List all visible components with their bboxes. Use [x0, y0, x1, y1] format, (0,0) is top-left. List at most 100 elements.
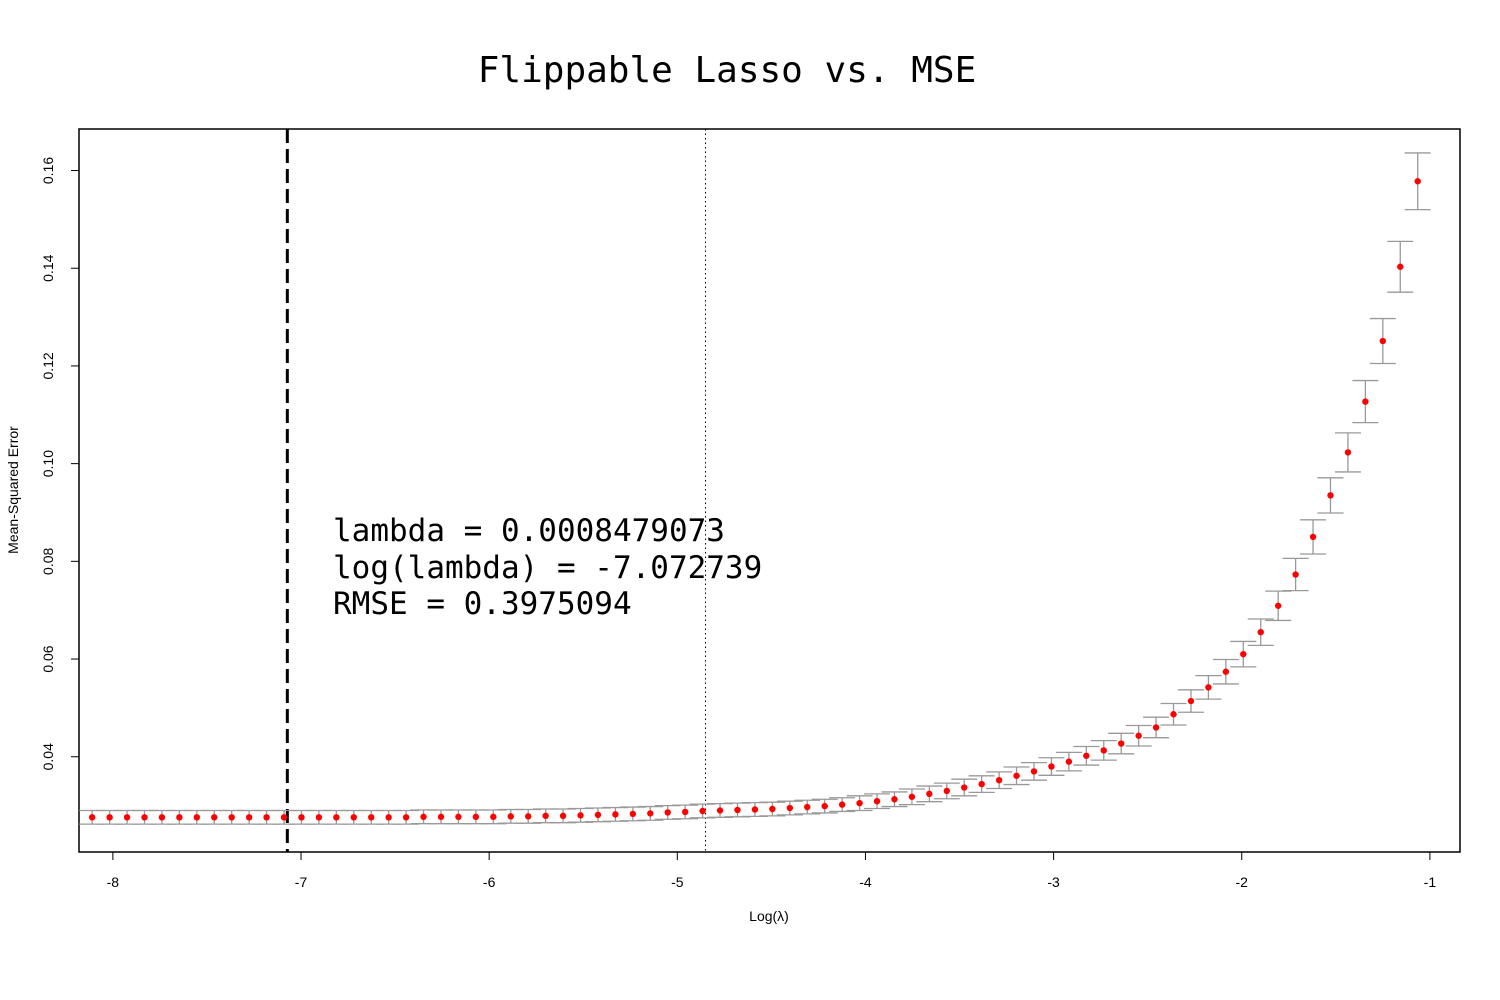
mse-points: [88, 178, 1421, 821]
reference-lines: [285, 129, 707, 852]
x-tick-label: -6: [483, 874, 496, 890]
mse-point: [88, 814, 96, 821]
mse-point: [1344, 449, 1352, 456]
mse-point: [158, 814, 166, 821]
mse-point: [856, 799, 863, 807]
mse-point: [1309, 533, 1317, 541]
mse-point: [176, 814, 183, 821]
mse-point: [978, 780, 985, 788]
x-tick-label: -5: [671, 874, 684, 890]
mse-point: [106, 814, 113, 821]
x-tick-label: -7: [295, 874, 308, 890]
error-bars: [79, 152, 1431, 825]
mse-point: [1030, 768, 1038, 775]
mse-point: [804, 803, 811, 811]
mse-point: [315, 814, 323, 821]
y-tick-label: 0.16: [40, 157, 56, 184]
mse-point: [821, 802, 828, 810]
mse-point: [1397, 263, 1404, 270]
mse-point: [263, 814, 270, 821]
x-tick-label: -2: [1236, 874, 1249, 890]
mse-point: [926, 790, 933, 798]
mse-point: [245, 814, 253, 821]
mse-point: [577, 812, 584, 819]
mse-point: [961, 784, 968, 791]
mse-point: [1257, 628, 1264, 636]
mse-point: [995, 776, 1003, 784]
mse-point: [594, 811, 602, 819]
mse-point: [1152, 724, 1160, 731]
annotation-lambda: lambda = 0.0008479073: [333, 513, 725, 549]
mse-point: [1327, 492, 1334, 499]
y-tick-label: 0.12: [40, 352, 56, 379]
mse-point: [1048, 763, 1055, 770]
y-tick-label: 0.06: [40, 645, 56, 672]
mse-point: [333, 814, 340, 821]
mse-point: [1240, 650, 1247, 658]
mse-point: [490, 813, 497, 821]
mse-point: [1083, 752, 1090, 759]
mse-point: [1170, 711, 1177, 718]
mse-point: [1379, 337, 1387, 345]
mse-point: [908, 793, 916, 800]
mse-point: [681, 808, 689, 816]
x-axis: -8 -7 -6 -5 -4 -3 -2 -1: [107, 851, 1437, 890]
x-axis-label: Log(λ): [749, 908, 789, 924]
y-tick-label: 0.10: [40, 450, 56, 477]
y-tick-label: 0.14: [40, 254, 56, 281]
mse-point: [1187, 697, 1195, 705]
mse-point: [769, 805, 776, 813]
mse-point: [1118, 740, 1125, 747]
mse-point: [298, 814, 305, 821]
mse-point: [629, 810, 637, 818]
mse-point: [123, 814, 131, 821]
mse-point: [1205, 684, 1212, 691]
mse-point: [664, 809, 671, 816]
mse-point: [437, 813, 445, 821]
mse-point: [280, 814, 288, 821]
mse-point: [385, 814, 392, 821]
mse-point: [1065, 758, 1073, 765]
mse-point: [350, 814, 357, 821]
chart-title: Flippable Lasso vs. MSE: [478, 50, 977, 91]
mse-point: [873, 797, 881, 805]
mse-point: [716, 807, 724, 814]
x-tick-label: -1: [1424, 874, 1437, 890]
mse-point: [507, 813, 514, 820]
mse-point: [559, 812, 567, 820]
mse-point: [838, 801, 846, 808]
mse-point: [943, 787, 950, 795]
mse-point: [1135, 732, 1142, 739]
x-tick-label: -8: [107, 874, 120, 890]
annotation-log-lambda: log(lambda) = -7.072739: [333, 550, 762, 586]
mse-point: [472, 813, 480, 821]
mse-point: [1222, 668, 1230, 675]
mse-point: [612, 811, 619, 818]
mse-point: [891, 796, 898, 803]
mse-point: [228, 814, 235, 821]
x-tick-label: -3: [1047, 874, 1060, 890]
mse-point: [211, 814, 218, 821]
y-tick-label: 0.08: [40, 547, 56, 574]
mse-point: [1292, 571, 1299, 578]
mse-point: [734, 806, 741, 814]
mse-point: [1362, 398, 1369, 405]
mse-point: [1274, 602, 1282, 609]
mse-point: [699, 807, 706, 815]
y-axis: 0.04 0.06 0.08 0.10 0.12 0.14 0.16: [40, 157, 80, 770]
mse-point: [368, 814, 375, 821]
mse-point: [141, 814, 148, 821]
mse-point: [542, 812, 549, 820]
annotation-rmse: RMSE = 0.3975094: [333, 586, 632, 622]
mse-point: [786, 804, 794, 812]
mse-point: [455, 813, 462, 821]
x-tick-label: -4: [859, 874, 872, 890]
mse-point: [1013, 772, 1020, 779]
mse-point: [1414, 178, 1421, 185]
y-tick-label: 0.04: [40, 743, 56, 770]
mse-point: [402, 814, 410, 821]
mse-point: [751, 806, 759, 813]
y-axis-label: Mean-Squared Error: [5, 426, 21, 554]
mse-point: [1100, 747, 1107, 754]
mse-point: [193, 814, 201, 821]
